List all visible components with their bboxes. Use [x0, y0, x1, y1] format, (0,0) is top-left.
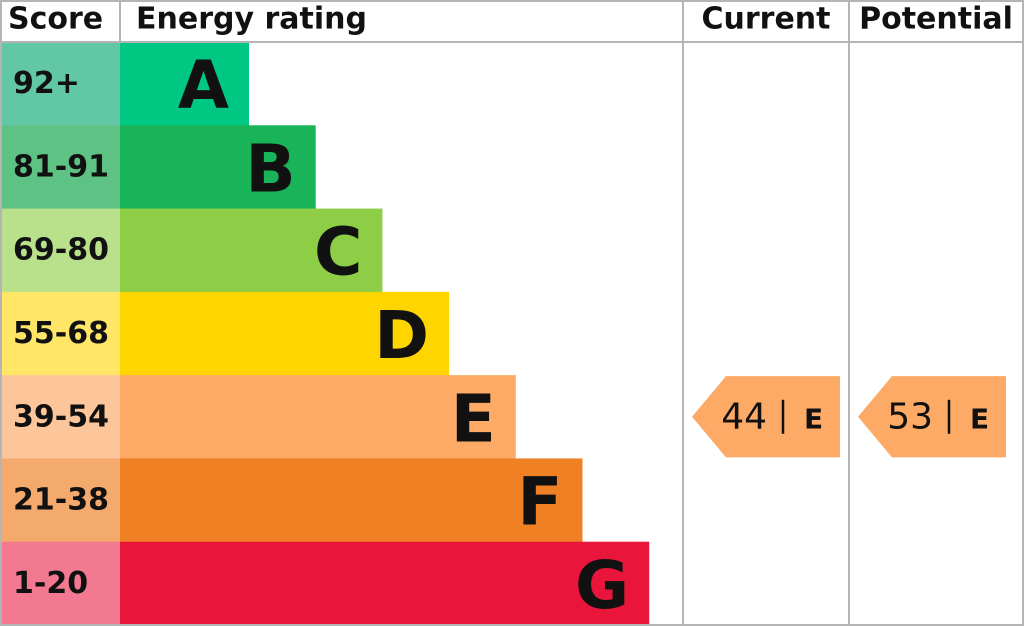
rating-value: 44 [721, 396, 767, 437]
score-cell [0, 42, 120, 126]
rating-bar [120, 291, 450, 376]
score-range: 69-80 [13, 233, 109, 268]
score-range: 21-38 [13, 483, 109, 518]
band-letter: E [451, 380, 496, 457]
rating-bar [120, 42, 249, 126]
header-potential: Potential [859, 2, 1013, 37]
band-letter: B [245, 130, 295, 207]
score-cell [0, 375, 120, 459]
band-letter: G [575, 547, 629, 624]
score-cell [0, 458, 120, 543]
band-letter: F [517, 464, 562, 541]
score-cell [0, 125, 120, 210]
header-current: Current [701, 2, 830, 37]
rating-bar [120, 125, 316, 210]
rating-band: E [804, 402, 823, 435]
score-cell [0, 541, 120, 626]
rating-arrow [858, 376, 1006, 458]
header-rating: Energy rating [136, 2, 367, 37]
rating-value: 53 [887, 396, 933, 437]
band-letter: A [178, 47, 229, 124]
band-letter: C [314, 214, 362, 291]
rating-bar [120, 541, 650, 626]
header-score: Score [8, 2, 103, 37]
band-letter: D [374, 297, 429, 374]
score-range: 39-54 [13, 399, 109, 434]
score-cell [0, 291, 120, 376]
rating-bar [120, 375, 516, 459]
rating-bar [120, 208, 383, 293]
rating-arrow [692, 376, 840, 458]
score-range: 55-68 [13, 316, 109, 351]
score-range: 81-91 [13, 149, 109, 184]
score-cell [0, 208, 120, 293]
score-range: 1-20 [13, 566, 88, 601]
rating-bar [120, 458, 583, 543]
rating-band: E [970, 402, 989, 435]
score-range: 92+ [13, 66, 80, 101]
